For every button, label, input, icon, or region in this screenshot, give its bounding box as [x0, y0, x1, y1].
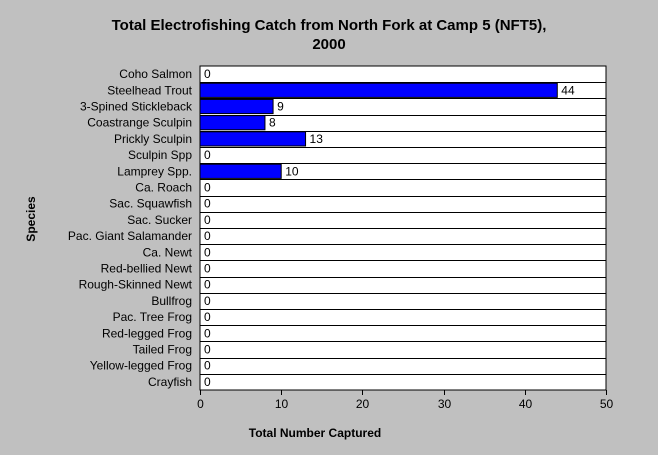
chart-title-line-2: 2000: [312, 36, 346, 53]
data-label: 0: [204, 181, 211, 195]
data-label: 0: [204, 310, 211, 324]
category-label: Sac. Squawfish: [109, 197, 192, 211]
y-axis-label: Species: [24, 196, 38, 242]
bar: [199, 131, 307, 147]
x-tick-label: 30: [438, 397, 452, 411]
x-tick-label: 10: [275, 397, 289, 411]
category-label: Rough-Skinned Newt: [79, 278, 193, 292]
data-label: 9: [277, 100, 284, 114]
data-label: 10: [285, 164, 299, 178]
bar: [199, 163, 282, 179]
category-label: Tailed Frog: [133, 343, 192, 357]
category-label: Ca. Roach: [135, 181, 192, 195]
data-label: 0: [204, 326, 211, 340]
category-label: Lamprey Spp.: [117, 164, 192, 178]
category-label: Pac. Giant Salamander: [68, 229, 192, 243]
category-label: Steelhead Trout: [107, 83, 192, 97]
x-tick-label: 0: [197, 397, 204, 411]
data-label: 0: [204, 375, 211, 389]
category-label: Yellow-legged Frog: [90, 359, 192, 373]
data-label: 0: [204, 229, 211, 243]
category-label: Crayfish: [148, 375, 192, 389]
data-label: 0: [204, 148, 211, 162]
data-label: 0: [204, 294, 211, 308]
data-label: 0: [204, 278, 211, 292]
data-label: 0: [204, 343, 211, 357]
category-label: Red-legged Frog: [102, 326, 192, 340]
data-label: 8: [269, 116, 276, 130]
category-label: Sac. Sucker: [127, 213, 192, 227]
x-tick-label: 40: [519, 397, 533, 411]
data-label: 13: [310, 132, 324, 146]
category-label: Pac. Tree Frog: [113, 310, 192, 324]
data-label: 0: [204, 359, 211, 373]
category-label: Red-bellied Newt: [101, 262, 193, 276]
category-label: Prickly Sculpin: [114, 132, 192, 146]
category-label: 3-Spined Stickleback: [80, 100, 193, 114]
category-label: Bullfrog: [151, 294, 192, 308]
x-axis-label: Total Number Captured: [248, 426, 382, 440]
category-label: Coastrange Sculpin: [87, 116, 192, 130]
bar: [199, 82, 558, 98]
category-label: Sculpin Spp: [128, 148, 192, 162]
bar: [199, 115, 266, 131]
category-label: Ca. Newt: [143, 245, 193, 259]
x-tick-label: 50: [600, 397, 614, 411]
data-label: 0: [204, 245, 211, 259]
chart-title-line-1: Total Electrofishing Catch from North Fo…: [111, 17, 547, 34]
bar: [199, 98, 274, 115]
category-label: Coho Salmon: [119, 67, 192, 81]
data-label: 0: [204, 213, 211, 227]
data-label: 0: [204, 262, 211, 276]
data-label: 44: [561, 83, 575, 97]
data-label: 0: [204, 197, 211, 211]
x-tick-label: 20: [356, 397, 370, 411]
data-label: 0: [204, 67, 211, 81]
